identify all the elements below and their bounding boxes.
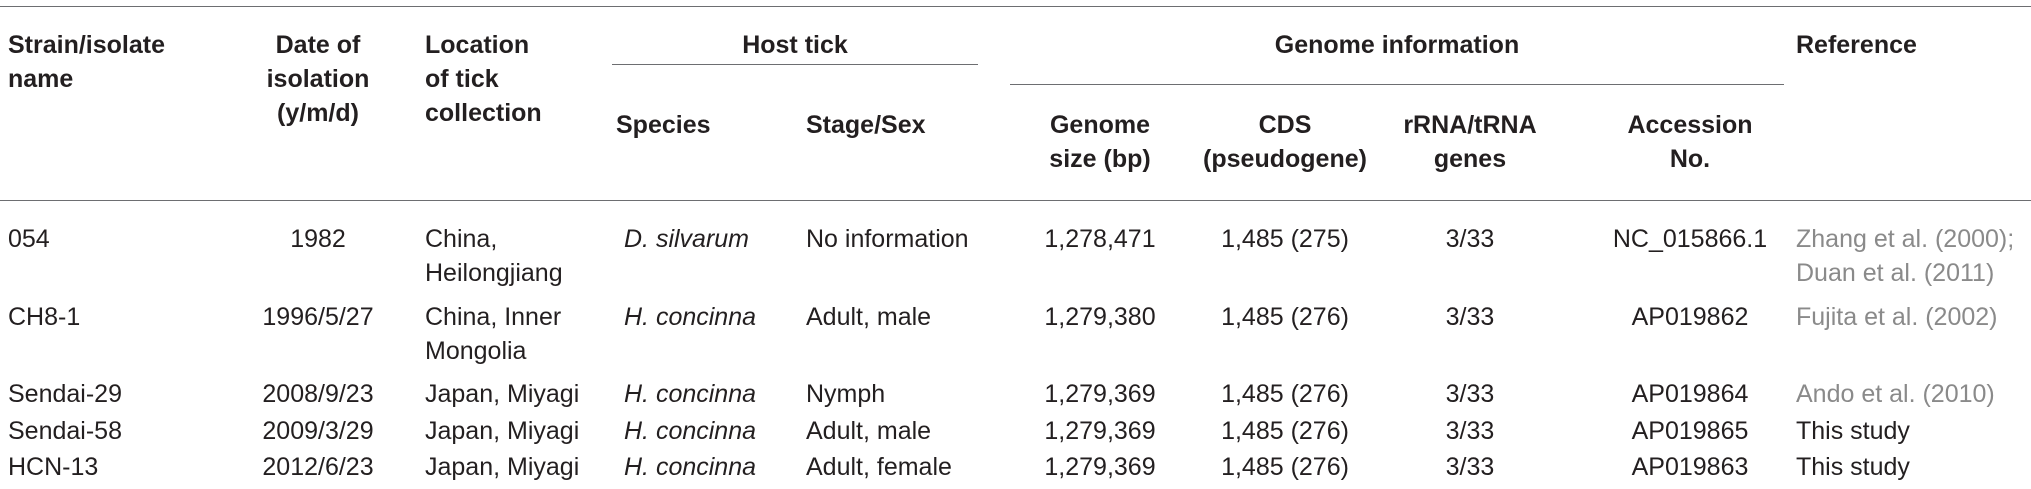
cell-genome-size: 1,279,380 [1044,303,1156,331]
cell-genome-size: 1,279,369 [1044,380,1156,408]
cell-strain: HCN-13 [8,453,99,481]
header-strain: Strain/isolate name [8,31,165,93]
cell-rrna: 3/33 [1445,225,1495,253]
cell-species: H. concinna [624,380,757,408]
cell-date: 2009/3/29 [262,417,374,445]
cell-accession: AP019865 [1631,417,1749,445]
cell-strain: 054 [8,225,50,253]
genome-info-rule [1010,84,1784,85]
cell-rrna: 3/33 [1445,453,1495,481]
header-cds: CDS (pseudogene) [1203,111,1367,173]
cell-rrna: 3/33 [1445,303,1495,331]
cell-stage: Nymph [806,380,886,408]
cell-date: 2008/9/23 [262,380,374,408]
cell-genome-size: 1,278,471 [1044,225,1156,253]
cell-accession: AP019863 [1631,453,1749,481]
cell-species: H. concinna [624,417,757,445]
cell-date: 1996/5/27 [262,303,374,331]
cell-strain: CH8-1 [8,303,81,331]
cell-species: H. concinna [624,303,757,331]
header-reference: Reference [1796,31,1917,59]
cell-cds: 1,485 (276) [1221,417,1349,445]
cell-accession: AP019864 [1631,380,1749,408]
cell-species: H. concinna [624,453,757,481]
cell-strain: Sendai-58 [8,417,122,445]
cell-location: China, Heilongjiang [425,225,563,287]
top-rule [0,6,2031,7]
cell-accession: NC_015866.1 [1612,225,1768,253]
cell-location: Japan, Miyagi [425,417,580,445]
cell-stage: Adult, male [806,303,932,331]
cell-rrna: 3/33 [1445,380,1495,408]
header-genome-size: Genome size (bp) [1049,111,1151,173]
cell-cds: 1,485 (276) [1221,303,1349,331]
header-genome-information: Genome information [1274,31,1520,59]
header-rrna: rRNA/tRNA genes [1403,111,1537,173]
cell-cds: 1,485 (276) [1221,453,1349,481]
cell-reference[interactable]: Fujita et al. (2002) [1796,303,1998,331]
header-species: Species [616,111,711,139]
header-bottom-rule [0,200,2031,201]
cell-date: 2012/6/23 [262,453,374,481]
header-date: Date of isolation (y/m/d) [266,31,370,127]
cell-location: Japan, Miyagi [425,380,580,408]
cell-stage: No information [806,225,969,253]
cell-species: D. silvarum [624,225,750,253]
cell-reference[interactable]: Ando et al. (2010) [1796,380,1995,408]
cell-strain: Sendai-29 [8,380,122,408]
header-accession: Accession No. [1627,111,1753,173]
cell-location: Japan, Miyagi [425,453,580,481]
header-stage: Stage/Sex [806,111,926,139]
cell-genome-size: 1,279,369 [1044,453,1156,481]
header-host-tick: Host tick [742,31,848,59]
cell-reference: This study [1796,453,1910,481]
cell-rrna: 3/33 [1445,417,1495,445]
header-location: Location of tick collection [425,31,542,127]
cell-cds: 1,485 (275) [1221,225,1349,253]
cell-reference[interactable]: Zhang et al. (2000); Duan et al. (2011) [1796,225,2015,287]
cell-reference: This study [1796,417,1910,445]
cell-stage: Adult, female [806,453,952,481]
cell-stage: Adult, male [806,417,932,445]
cell-location: China, Inner Mongolia [425,303,562,365]
cell-cds: 1,485 (276) [1221,380,1349,408]
host-tick-rule [612,64,978,65]
cell-accession: AP019862 [1631,303,1749,331]
cell-genome-size: 1,279,369 [1044,417,1156,445]
cell-date: 1982 [290,225,346,253]
